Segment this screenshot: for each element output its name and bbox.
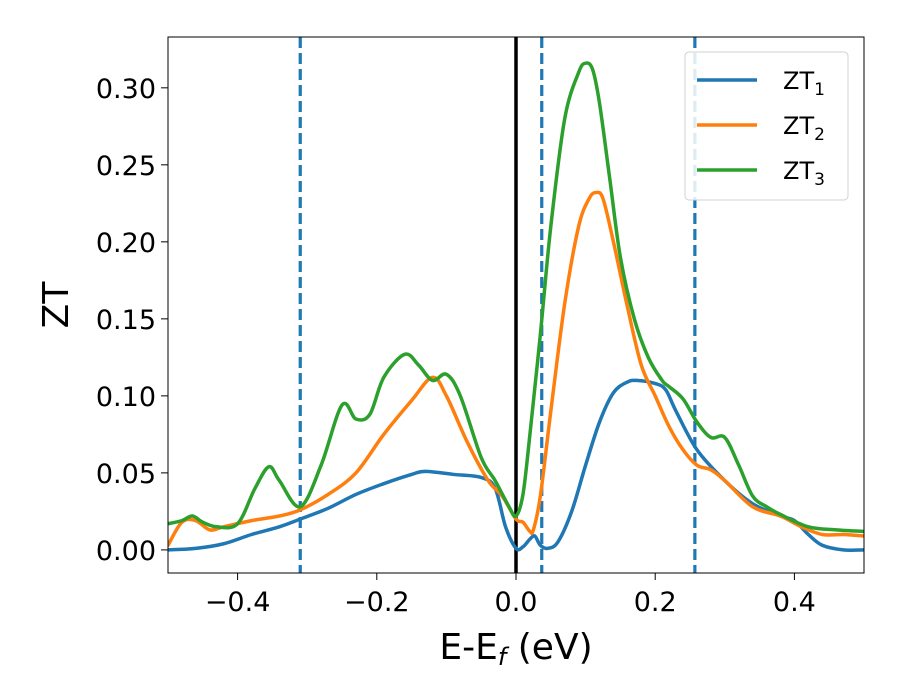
y-tick-label: 0.20 [96, 228, 156, 259]
y-axis-title: ZT [36, 281, 77, 329]
series-lines [168, 61, 864, 552]
legend-box [684, 51, 849, 201]
legend-label-zt1: ZT1 [783, 67, 825, 100]
y-tick-label: 0.15 [96, 305, 156, 336]
x-tick-label: −0.4 [205, 587, 271, 618]
legend-label-zt3: ZT3 [783, 157, 825, 190]
y-axis: 0.00 0.05 0.10 0.15 0.20 0.25 0.30 [96, 74, 168, 567]
legend: ZT1 ZT2 ZT3 [684, 51, 849, 201]
y-tick-label: 0.25 [96, 151, 156, 182]
x-tick-label: 0.0 [495, 587, 538, 618]
y-tick-label: 0.30 [96, 74, 156, 105]
y-tick-label: 0.05 [96, 459, 156, 490]
series-line-zt3 [168, 61, 864, 534]
series-line-zt2 [168, 190, 864, 548]
y-tick-label: 0.10 [96, 382, 156, 413]
x-axis-title: E-Ef (eV) [439, 627, 592, 671]
legend-label-zt2: ZT2 [783, 112, 825, 145]
x-tick-label: 0.2 [634, 587, 677, 618]
y-tick-label: 0.00 [96, 536, 156, 567]
x-tick-label: 0.4 [773, 587, 816, 618]
x-axis: −0.4 −0.2 0.0 0.2 0.4 [205, 573, 816, 618]
x-tick-label: −0.2 [344, 587, 410, 618]
